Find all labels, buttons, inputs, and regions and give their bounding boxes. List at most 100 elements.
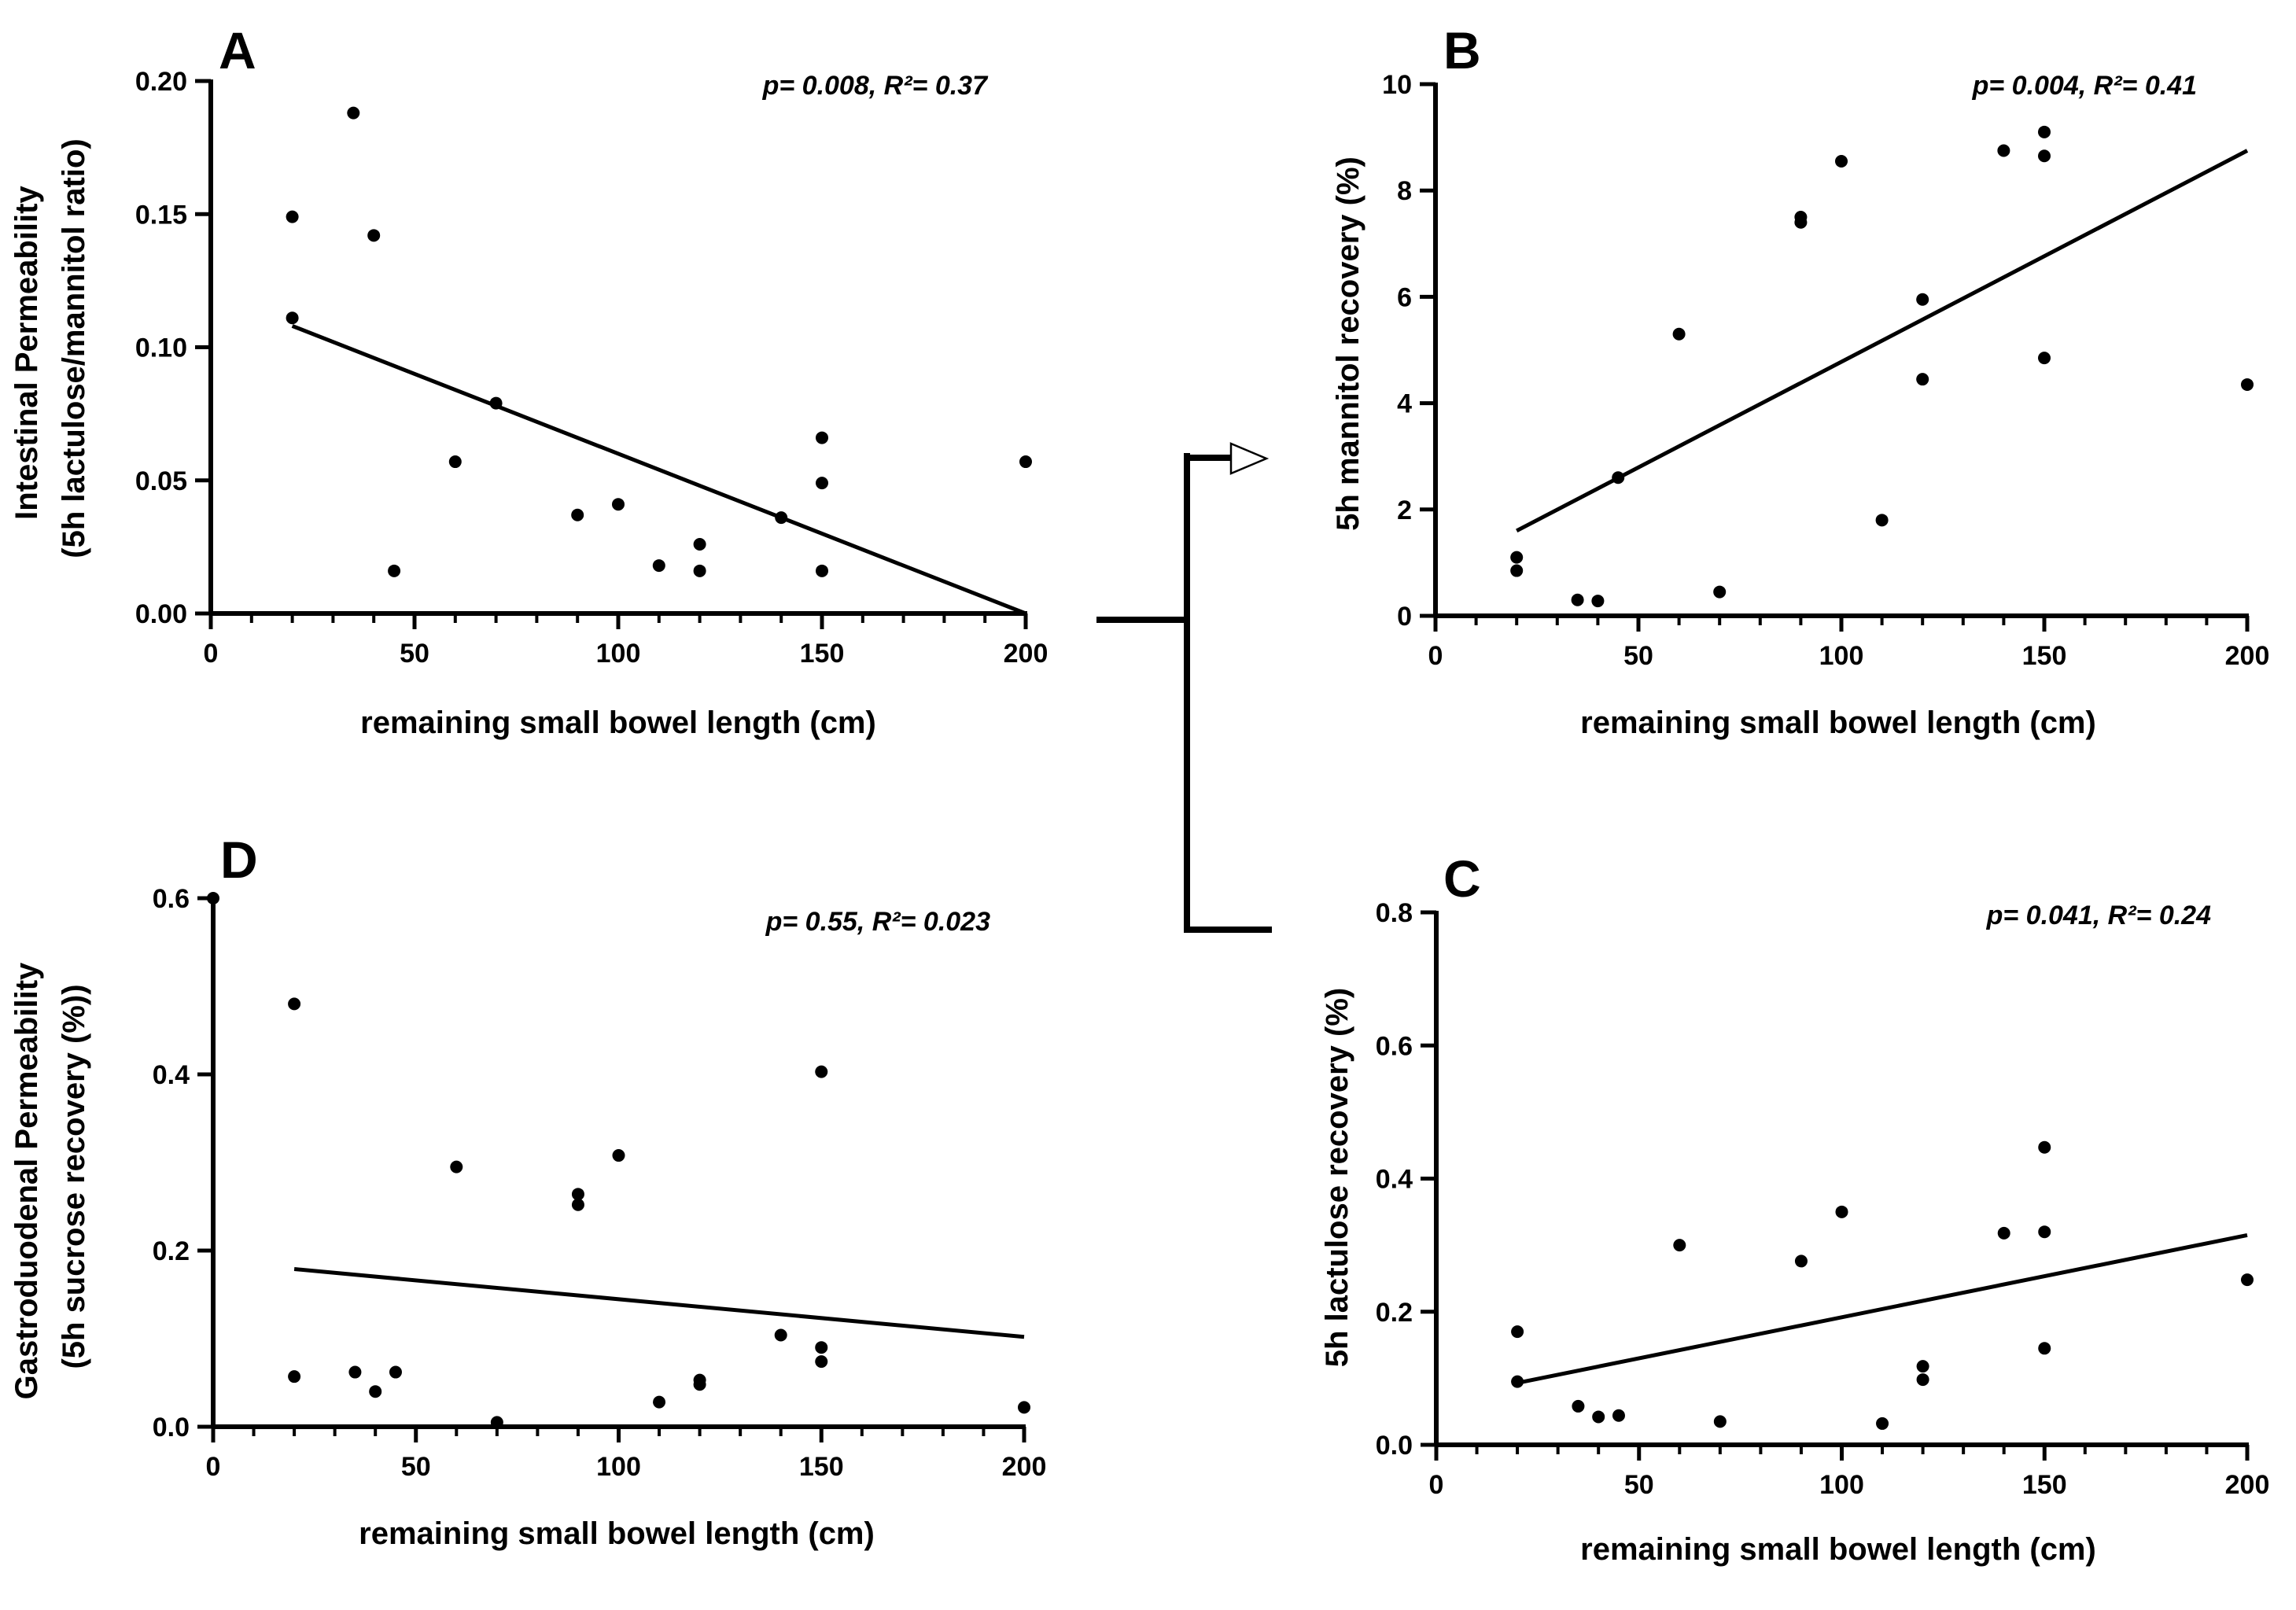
- data-point: [571, 1198, 584, 1211]
- data-point: [612, 1149, 625, 1162]
- y-tick-label: 4: [1397, 389, 1412, 419]
- panel-letter-a: A: [219, 21, 256, 79]
- y-tick-label: 0.10: [135, 333, 187, 363]
- data-point: [816, 431, 828, 444]
- regression-line: [291, 324, 1026, 616]
- stats-text-c: p= 0.041, R²= 0.24: [1986, 901, 2211, 930]
- panel-a: A p= 0.008, R²= 0.37 remaining small bow…: [9, 21, 1048, 740]
- y-tick-label: 0.2: [153, 1236, 190, 1266]
- x-tick-label: 0: [204, 639, 219, 669]
- data-point: [612, 498, 625, 511]
- data-point: [816, 564, 828, 577]
- y-tick-label: 0: [1397, 602, 1412, 632]
- x-tick-label: 200: [2225, 641, 2270, 671]
- x-tick-label: 150: [2022, 641, 2067, 671]
- panel-c: C p= 0.041, R²= 0.24 remaining small bow…: [1320, 849, 2269, 1567]
- data-point: [815, 1355, 828, 1369]
- data-point: [1835, 1205, 1848, 1218]
- data-point: [571, 1188, 584, 1201]
- data-point: [1673, 1239, 1686, 1252]
- data-point: [490, 1416, 503, 1429]
- y-axis-title-line-2: (5h lactulose/mannitol ratio): [57, 138, 91, 558]
- regression-line: [1517, 1232, 2248, 1385]
- x-tick-label: 100: [1819, 641, 1864, 671]
- y-tick-label: 0.6: [153, 884, 190, 914]
- x-tick-label: 0: [1429, 1470, 1444, 1500]
- panel-d: D p= 0.55, R²= 0.023 remaining small bow…: [9, 831, 1046, 1551]
- data-point: [775, 511, 788, 525]
- data-point: [1018, 1401, 1030, 1414]
- data-point: [2241, 378, 2254, 391]
- x-tick-label: 150: [2022, 1470, 2067, 1500]
- connector-bracket: [1096, 442, 1272, 933]
- x-axis-title-d: remaining small bowel length (cm): [359, 1516, 875, 1551]
- data-point: [816, 477, 828, 490]
- x-tick-label: 200: [1004, 639, 1048, 669]
- data-point: [1916, 1373, 1929, 1387]
- data-point: [1510, 564, 1524, 577]
- data-point: [2038, 1225, 2051, 1239]
- data-point: [448, 455, 462, 469]
- x-tick-label: 0: [206, 1452, 221, 1482]
- stats-text-b: p= 0.004, R²= 0.41: [1972, 71, 2197, 101]
- x-tick-label: 50: [401, 1452, 431, 1482]
- y-axis-title-line-1: 5h mannitol recovery (%): [1331, 157, 1365, 531]
- data-point: [652, 559, 665, 573]
- data-point: [2038, 125, 2051, 138]
- data-point: [1019, 455, 1032, 469]
- data-point: [348, 1365, 362, 1379]
- y-tick-label: 0.00: [135, 599, 187, 629]
- y-tick-label: 6: [1397, 282, 1412, 312]
- y-tick-label: 0.15: [135, 200, 187, 230]
- data-point: [1916, 293, 1929, 306]
- data-point: [369, 1385, 382, 1398]
- data-point: [1612, 1409, 1625, 1422]
- data-point: [693, 537, 706, 551]
- data-point: [1510, 551, 1524, 564]
- data-point: [1591, 595, 1605, 608]
- data-point: [1592, 1410, 1605, 1424]
- panel-letter-c: C: [1443, 849, 1481, 908]
- x-tick-label: 0: [1428, 641, 1443, 671]
- y-axis-title-line-1: 5h lactulose recovery (%): [1320, 988, 1354, 1367]
- y-tick-label: 0.4: [153, 1060, 190, 1090]
- y-tick-label: 10: [1382, 70, 1412, 100]
- data-point: [1997, 144, 2010, 157]
- arrow-head-icon: [1229, 442, 1270, 475]
- stats-text-a: p= 0.008, R²= 0.37: [762, 71, 989, 101]
- data-point: [286, 311, 299, 325]
- stats-text-d: p= 0.55, R²= 0.023: [765, 907, 990, 937]
- y-tick-label: 0.8: [1376, 898, 1413, 928]
- y-axis-title-c: 5h lactulose recovery (%): [1320, 988, 1354, 1367]
- x-axis-title-a: remaining small bowel length (cm): [360, 706, 876, 740]
- data-point: [288, 1370, 301, 1383]
- data-point: [1916, 373, 1929, 386]
- data-point: [815, 1341, 828, 1354]
- data-point: [653, 1395, 666, 1409]
- data-point: [1571, 593, 1584, 606]
- panel-b: B p= 0.004, R²= 0.41 remaining small bow…: [1331, 21, 2269, 740]
- x-tick-label: 50: [400, 639, 429, 669]
- y-tick-label: 0.4: [1376, 1165, 1413, 1195]
- x-tick-label: 50: [1624, 1470, 1654, 1500]
- y-tick-label: 0.6: [1376, 1031, 1413, 1061]
- data-point: [207, 892, 219, 904]
- y-tick-label: 0.0: [153, 1413, 190, 1442]
- data-point: [693, 564, 706, 577]
- data-point: [388, 564, 401, 577]
- data-point: [1875, 514, 1889, 527]
- data-point: [1672, 327, 1686, 341]
- data-point: [2241, 1273, 2254, 1287]
- y-tick-label: 0.20: [135, 67, 187, 97]
- data-point: [1511, 1375, 1524, 1388]
- data-point: [1713, 585, 1727, 599]
- y-tick-label: 8: [1397, 176, 1412, 206]
- x-tick-label: 50: [1623, 641, 1653, 671]
- data-point: [2038, 1342, 2051, 1355]
- panel-letter-b: B: [1443, 21, 1481, 79]
- y-tick-label: 0.0: [1376, 1431, 1413, 1461]
- regression-line: [293, 1267, 1025, 1339]
- y-tick-label: 0.05: [135, 466, 187, 496]
- panel-letter-d: D: [220, 831, 258, 889]
